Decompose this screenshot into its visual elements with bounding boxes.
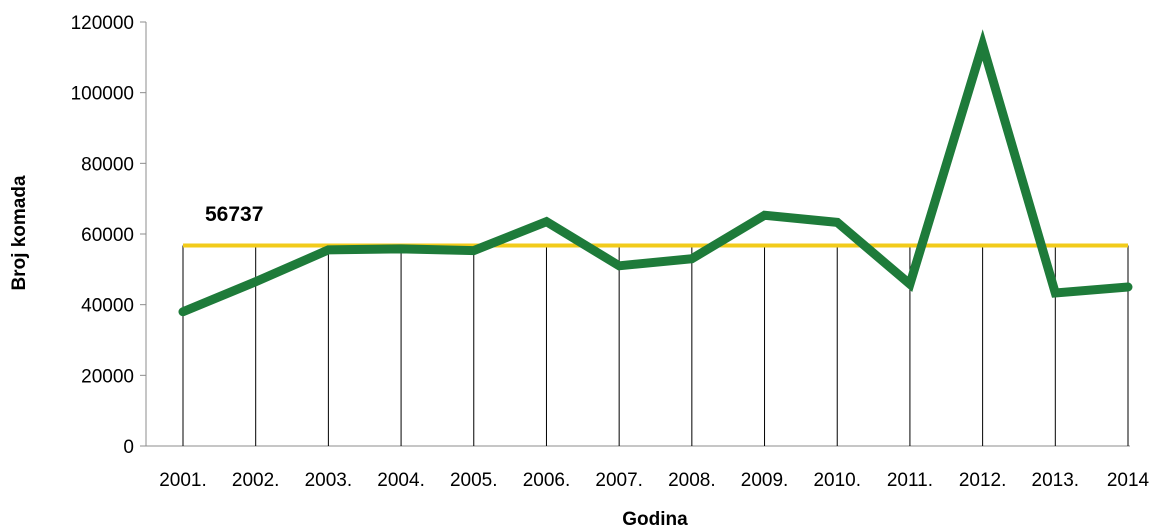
data-point: [836, 221, 838, 223]
data-point: [982, 44, 984, 46]
data-point: [400, 248, 402, 250]
data-point: [327, 249, 329, 251]
y-tick-label: 100000: [71, 84, 134, 105]
y-tick-label: 0: [123, 437, 134, 458]
x-tick-label: 2009.: [741, 470, 789, 491]
x-tick-label: 2007.: [595, 470, 643, 491]
data-point: [1127, 286, 1129, 288]
x-tick-label: 2006.: [523, 470, 571, 491]
data-point: [618, 265, 620, 267]
y-tick-label: 60000: [81, 225, 134, 246]
drop-lines: [183, 246, 1128, 446]
data-point: [909, 283, 911, 285]
x-tick-label: 2002.: [232, 470, 280, 491]
y-tick-label: 20000: [81, 366, 134, 387]
x-tick-label: 2014: [1107, 470, 1150, 491]
y-axis: 0 20000 40000 60000 80000 100000 120000: [71, 13, 146, 458]
y-tick-label: 80000: [81, 154, 134, 175]
y-tick-label: 40000: [81, 296, 134, 317]
average-label: 56737: [205, 203, 263, 226]
data-point: [764, 214, 766, 216]
data-point: [1054, 292, 1056, 294]
y-tick-label: 120000: [71, 13, 134, 34]
data-point: [255, 281, 257, 283]
x-tick-label: 2001.: [159, 470, 207, 491]
x-axis-title: Godina: [622, 509, 688, 528]
x-tick-label: 2004.: [377, 470, 425, 491]
y-axis-title: Broj komada: [9, 175, 30, 291]
x-tick-label: 2012.: [959, 470, 1007, 491]
x-tick-label: 2005.: [450, 470, 498, 491]
data-point: [182, 311, 184, 313]
x-axis: 2001. 2002. 2003. 2004. 2005. 2006. 2007. 2008.…: [146, 446, 1150, 491]
x-tick-label: 2013.: [1032, 470, 1080, 491]
x-tick-label: 2008.: [668, 470, 716, 491]
x-tick-label: 2003.: [305, 470, 353, 491]
series-line: [183, 45, 1128, 312]
data-point: [473, 250, 475, 252]
x-tick-label: 2011.: [887, 470, 933, 491]
x-tick-label: 2010.: [813, 470, 861, 491]
data-point: [545, 221, 547, 223]
data-point: [691, 258, 693, 260]
series-group: [182, 44, 1129, 313]
